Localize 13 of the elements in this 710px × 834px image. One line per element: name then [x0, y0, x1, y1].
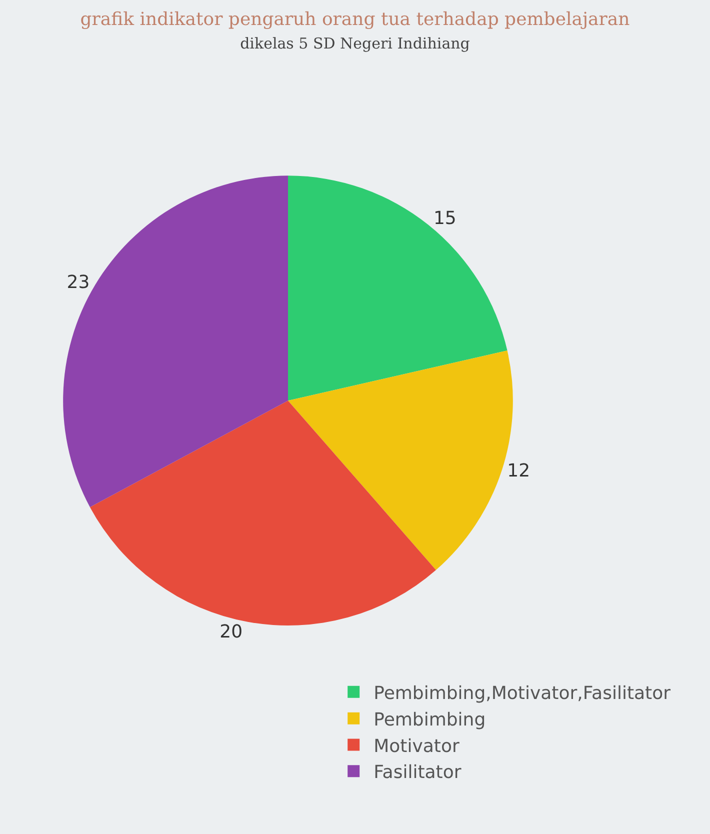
legend-label: Fasilitator [374, 762, 462, 784]
chart-subtitle: dikelas 5 SD Negeri Indihiang [240, 34, 470, 52]
pie-slice [63, 176, 288, 508]
legend-label: Motivator [374, 736, 460, 757]
data-label: 20 [220, 622, 243, 643]
chart-title: grafik indikator pengaruh orang tua terhadap pembelajaran [80, 9, 630, 30]
pie-slice [288, 176, 508, 401]
pie-slice [90, 400, 436, 626]
legend-label: Pembimbing [374, 709, 486, 730]
data-label: 23 [66, 272, 90, 293]
legend-label: Pembimbing,Motivator,Fasilitator [374, 682, 672, 704]
data-label: 12 [507, 460, 530, 482]
data-label: 15 [433, 208, 456, 229]
